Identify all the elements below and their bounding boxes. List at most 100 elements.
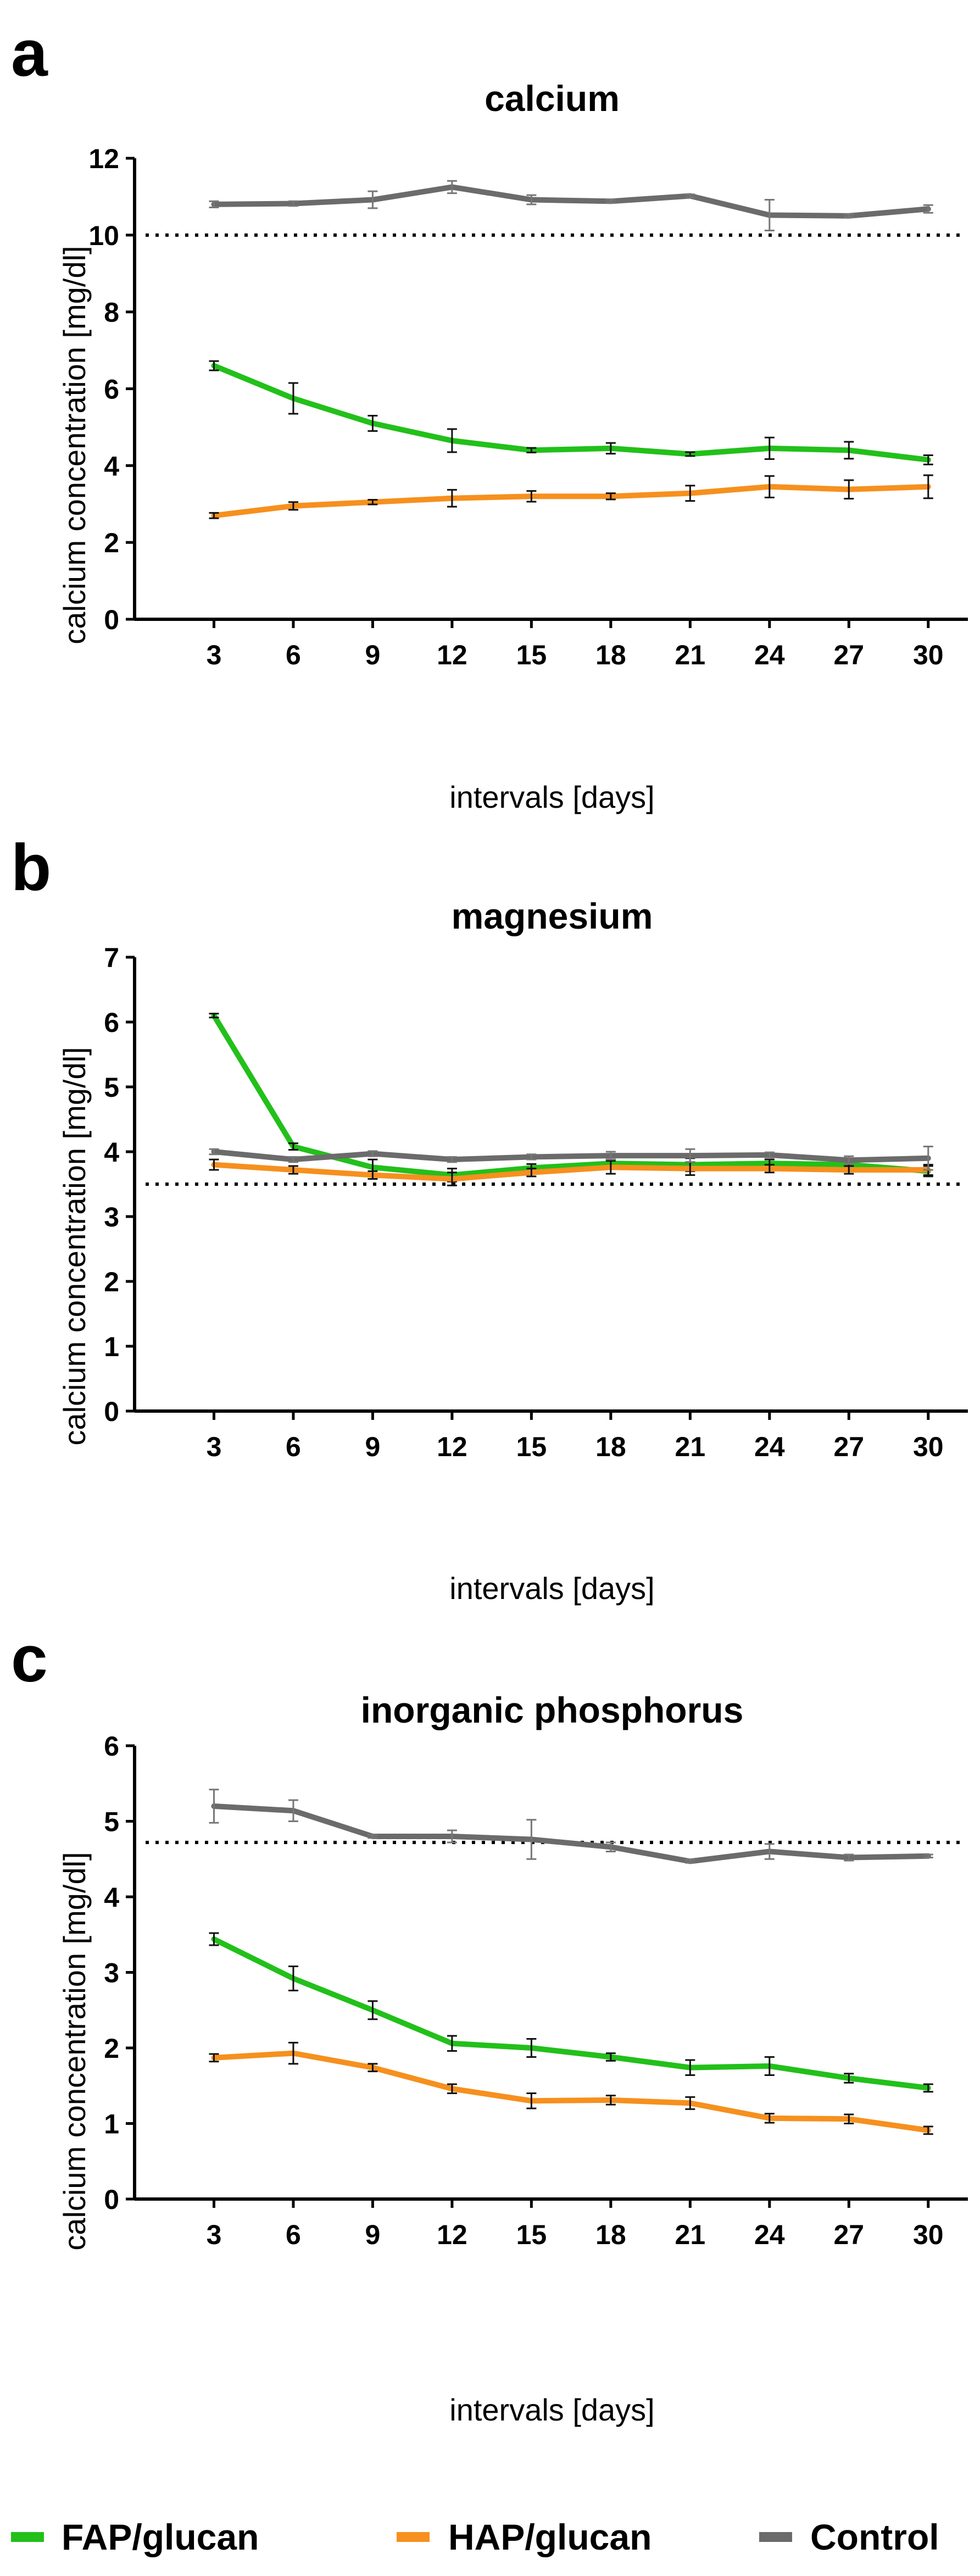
error-bar-hap-glucan [764,1164,775,1174]
error-bar-fap-glucan [368,2000,378,2020]
y-tick-label: 0 [104,604,119,635]
error-bar-control [605,1841,616,1852]
error-bar-fap-glucan [209,360,219,371]
y-axis-label: calcium concentration [mg/dl] [57,246,92,644]
error-bar-hap-glucan [685,2096,695,2110]
error-bar-fap-glucan [288,1142,298,1151]
x-tick-label: 21 [675,2219,706,2250]
x-tick-label: 3 [207,1431,222,1462]
y-tick-label: 6 [104,1007,119,1038]
error-bar-fap-glucan [923,2083,933,2093]
y-tick-label: 1 [104,1331,119,1362]
y-tick-label: 2 [104,2033,119,2064]
error-bar-fap-glucan [685,2059,695,2076]
error-bar-hap-glucan [605,1160,616,1175]
y-tick-label: 5 [104,1072,119,1103]
x-tick-label: 15 [516,640,547,670]
error-bar-hap-glucan [526,490,537,503]
error-bar-hap-glucan [447,2083,457,2094]
series-line-hap-glucan [211,484,931,519]
error-bar-control [605,199,616,204]
error-bar-hap-glucan [209,512,219,519]
error-bar-control [605,1151,616,1161]
x-tick-label: 27 [833,2219,864,2250]
error-bar-fap-glucan [447,428,457,453]
x-tick-label: 6 [286,640,301,670]
error-bar-hap-glucan [844,1165,854,1175]
chart-title-calcium: calcium [485,78,620,119]
error-bar-control [764,199,775,231]
error-bar-fap-glucan [526,2038,537,2058]
error-bar-control [368,190,378,209]
x-tick-label: 3 [207,640,222,670]
legend-label-fap-glucan: FAP/glucan [62,2517,259,2557]
error-bar-fap-glucan [923,454,933,465]
error-bar-control [209,1148,219,1156]
y-tick-label: 4 [104,1137,119,1168]
series-line-fap-glucan [211,1013,931,1178]
x-tick-label: 9 [365,640,381,670]
error-bar-hap-glucan [764,475,775,498]
y-axis-label: calcium concentration [mg/dl] [57,1047,92,1445]
x-tick-label: 9 [365,1431,381,1462]
x-tick-label: 15 [516,2219,547,2250]
x-tick-label: 21 [675,1431,706,1462]
y-axis-label: calcium concentration [mg/dl] [57,1852,92,2250]
panel-letter-b: b [11,831,51,904]
error-bar-fap-glucan [209,1013,219,1019]
error-bar-hap-glucan [685,485,695,502]
y-tick-label: 2 [104,1267,119,1297]
error-bar-hap-glucan [844,2113,854,2124]
error-bar-hap-glucan [764,2113,775,2124]
series-line-fap-glucan [211,363,931,463]
error-bar-fap-glucan [368,414,378,432]
error-bar-control [764,1151,775,1159]
y-tick-label: 3 [104,1958,119,1989]
error-bar-control [764,1843,775,1860]
error-bar-hap-glucan [288,2041,298,2065]
y-tick-label: 6 [104,374,119,405]
series-line-fap-glucan [211,1936,931,2091]
error-bar-control [844,1155,854,1165]
x-tick-label: 12 [437,2219,467,2250]
error-bar-hap-glucan [923,2125,933,2135]
error-bar-control [288,1799,298,1822]
panel-letter-c: c [11,1622,48,1696]
legend-label-control: Control [810,2517,939,2557]
error-bar-fap-glucan [288,382,298,415]
x-axis-label: intervals [days] [449,780,655,814]
y-tick-label: 0 [104,2184,119,2215]
x-tick-label: 18 [595,2219,626,2250]
error-bar-control [288,1156,298,1163]
x-tick-label: 18 [595,640,626,670]
y-tick-label: 4 [104,1882,119,1913]
legend-label-hap-glucan: HAP/glucan [448,2517,652,2557]
x-axis-label: intervals [days] [449,2392,655,2427]
error-bar-control [685,1859,695,1864]
error-bar-fap-glucan [605,442,616,455]
series-line-control [211,1149,931,1163]
x-tick-label: 24 [754,1431,785,1462]
error-bar-fap-glucan [526,447,537,454]
error-bar-hap-glucan [605,492,616,501]
error-bar-hap-glucan [447,488,457,508]
x-axis-label: intervals [days] [449,1571,655,1606]
error-bar-control [447,180,457,195]
error-bar-hap-glucan [368,499,378,506]
y-tick-label: 10 [88,220,119,251]
error-bar-fap-glucan [447,2035,457,2052]
error-bar-control [844,213,854,219]
series-line-control [211,184,931,219]
x-tick-label: 24 [754,640,785,670]
error-bar-hap-glucan [923,474,933,499]
x-tick-label: 18 [595,1431,626,1462]
legend-item-control: Control [759,2517,939,2557]
error-bar-control [844,1853,854,1862]
error-bar-fap-glucan [209,1932,219,1946]
error-bar-control [526,1819,537,1860]
